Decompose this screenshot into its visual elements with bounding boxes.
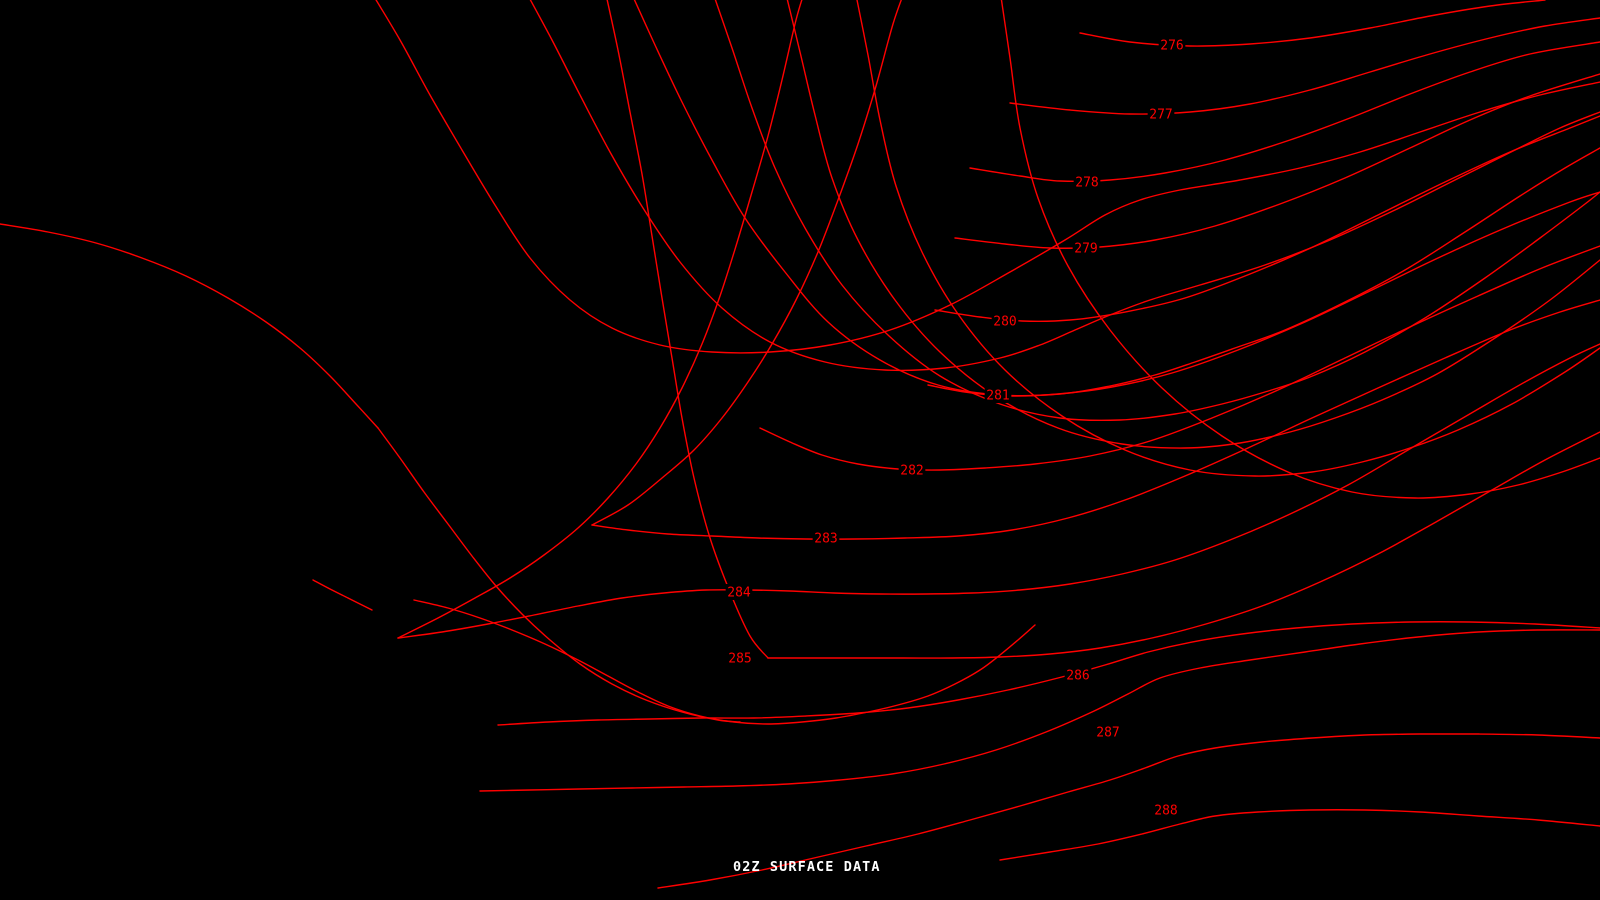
contour-label-knockout [1152, 802, 1180, 818]
contour-label-knockout [991, 313, 1019, 329]
contour-line [0, 223, 379, 429]
contour-line [759, 245, 1600, 471]
contour-line [397, 0, 803, 639]
contour-line [312, 579, 373, 611]
contour-line [969, 41, 1600, 183]
contour-label: 276 [1160, 39, 1183, 54]
contour-label: 286 [1066, 669, 1089, 684]
contour-line [591, 0, 902, 526]
contour-label: 285 [728, 652, 751, 667]
contour-label-knockout [1147, 106, 1175, 122]
contour-line [786, 0, 1600, 449]
contour-line [856, 0, 1600, 477]
contour-label: 279 [1074, 242, 1097, 257]
contour-line [529, 0, 1600, 372]
contour-label: 287 [1096, 726, 1119, 741]
contour-label-knockout [898, 462, 926, 478]
contour-line [375, 0, 1600, 354]
contour-line [1079, 0, 1546, 47]
contour-line [934, 115, 1600, 322]
footer-caption: 02Z SURFACE DATA [733, 859, 881, 875]
contour-label-knockout [726, 650, 754, 666]
contour-label: 280 [993, 315, 1016, 330]
contour-line [1009, 17, 1600, 115]
contour-line [479, 629, 1600, 792]
contour-line [999, 809, 1600, 861]
contour-line [397, 343, 1600, 639]
contour-line [657, 733, 1600, 889]
contour-label-group: 276 277 278 279 280 281 282 283 284 285 286 287 288 [725, 37, 1186, 819]
contour-line [1000, 0, 1600, 499]
contour-label: 283 [814, 532, 837, 547]
contour-label-knockout [1064, 667, 1092, 683]
contour-line [377, 427, 741, 723]
contour-label-knockout [812, 530, 840, 546]
contour-line [413, 599, 1036, 725]
contour-label: 288 [1154, 804, 1177, 819]
contour-label-knockout [725, 584, 753, 600]
contour-label: 278 [1075, 176, 1098, 191]
contour-label-knockout [1094, 724, 1122, 740]
contour-line [714, 0, 1600, 422]
contour-label-knockout [1073, 174, 1101, 190]
contour-line [767, 431, 1600, 659]
contour-line [497, 621, 1600, 726]
contour-label: 284 [727, 586, 751, 601]
contour-label-knockout [1158, 37, 1186, 53]
contour-line [954, 73, 1600, 249]
contour-label: 281 [986, 389, 1009, 404]
contour-label: 277 [1149, 108, 1172, 123]
contour-line [591, 299, 1600, 540]
contour-label: 282 [900, 464, 923, 479]
contour-label-knockout [1072, 240, 1100, 256]
contour-label-knockout [984, 387, 1012, 403]
